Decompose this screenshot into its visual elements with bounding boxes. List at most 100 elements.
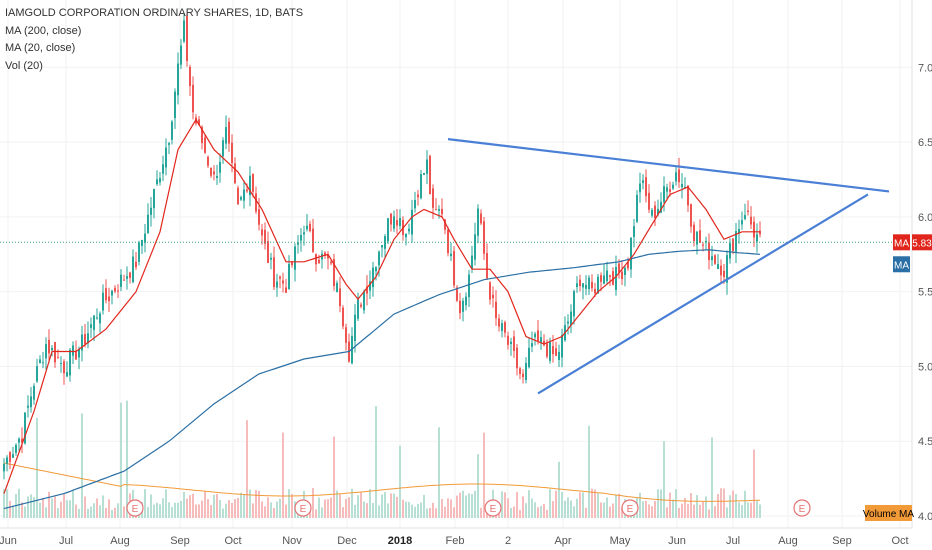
candle-body bbox=[759, 230, 761, 235]
candle-body bbox=[615, 267, 617, 291]
candle-body bbox=[747, 210, 749, 213]
volume-bar bbox=[3, 489, 5, 518]
candle-body bbox=[471, 255, 473, 269]
volume-bar bbox=[30, 494, 32, 518]
volume-bar bbox=[381, 494, 383, 518]
candle-body bbox=[555, 348, 557, 356]
earnings-marker[interactable]: E bbox=[126, 499, 144, 517]
ma200-legend[interactable]: MA (200, close) bbox=[5, 24, 82, 37]
candle-body bbox=[18, 438, 20, 443]
candle-body bbox=[507, 335, 509, 345]
volume-bar bbox=[681, 503, 683, 518]
volume-bar bbox=[123, 506, 125, 518]
volume-bar bbox=[261, 501, 263, 518]
volume-bar bbox=[471, 494, 473, 518]
candle-body bbox=[519, 368, 521, 374]
volume-bar bbox=[225, 503, 227, 518]
candle-body bbox=[312, 228, 314, 252]
volume-bar bbox=[546, 509, 548, 518]
volume-bar bbox=[27, 496, 29, 518]
earnings-marker-circle bbox=[621, 499, 639, 517]
candle-body bbox=[720, 265, 722, 276]
candle-body bbox=[279, 276, 281, 279]
candle-body bbox=[192, 84, 194, 113]
volume-bar bbox=[330, 497, 332, 518]
volume-bar bbox=[39, 502, 41, 518]
candle-body bbox=[333, 258, 335, 287]
volume-bar bbox=[246, 420, 248, 518]
volume-bar bbox=[342, 507, 344, 518]
candle-body bbox=[45, 344, 47, 359]
ma20-legend[interactable]: MA (20, close) bbox=[5, 42, 76, 54]
volume-bar bbox=[717, 494, 719, 518]
x-tick-label: Sep bbox=[170, 535, 190, 547]
candle-body bbox=[468, 274, 470, 298]
candle-body bbox=[240, 197, 242, 200]
candle-body bbox=[684, 186, 686, 188]
volume-bar bbox=[564, 500, 566, 518]
volume-bar bbox=[180, 500, 182, 518]
candle-body bbox=[42, 362, 44, 364]
candle-body bbox=[315, 254, 317, 265]
earnings-marker[interactable]: E bbox=[621, 499, 639, 517]
earnings-marker[interactable]: E bbox=[484, 499, 502, 517]
candle-body bbox=[663, 186, 665, 203]
volume-bar bbox=[690, 493, 692, 518]
volume-bar bbox=[12, 505, 14, 518]
candle-body bbox=[222, 140, 224, 157]
candle-body bbox=[447, 229, 449, 254]
volume-bar bbox=[720, 488, 722, 518]
volume-bar bbox=[672, 499, 674, 518]
candle-body bbox=[456, 287, 458, 301]
candle-body bbox=[756, 234, 758, 242]
candle-body bbox=[258, 209, 260, 225]
candle-body bbox=[96, 317, 98, 319]
volume-bar bbox=[168, 502, 170, 518]
volume-bar bbox=[411, 504, 413, 518]
volume-bar bbox=[363, 501, 365, 518]
volume-bar bbox=[114, 507, 116, 518]
earnings-marker[interactable]: E bbox=[294, 499, 312, 517]
volume-bar bbox=[321, 507, 323, 518]
x-tick-label: Jul bbox=[726, 535, 740, 547]
volume-bar bbox=[639, 492, 641, 518]
volume-bar bbox=[48, 491, 50, 518]
volume-bar bbox=[450, 499, 452, 518]
volume-bar bbox=[684, 498, 686, 518]
candle-body bbox=[681, 184, 683, 188]
volume-bar bbox=[192, 493, 194, 518]
volume-bar bbox=[519, 509, 521, 518]
volume-bar bbox=[468, 493, 470, 518]
volume-bar bbox=[405, 501, 407, 518]
candle-body bbox=[381, 244, 383, 248]
volume-bar bbox=[288, 489, 290, 518]
candle-body bbox=[534, 333, 536, 338]
volume-bar bbox=[738, 502, 740, 518]
y-tick-label: 6.50 bbox=[918, 137, 932, 149]
candle-body bbox=[165, 147, 167, 168]
time-axis[interactable]: Jun Jul Aug Sep Oct Nov Dec 2018 Feb 2 Apr May Jun Ju… bbox=[0, 535, 909, 547]
ma200-line bbox=[3, 249, 761, 510]
candle-body bbox=[636, 195, 638, 222]
candle-body bbox=[498, 318, 500, 327]
volume-bar bbox=[318, 497, 320, 518]
candle-body bbox=[594, 288, 596, 294]
volume-bar bbox=[189, 495, 191, 518]
candle-body bbox=[108, 296, 110, 302]
volume-legend[interactable]: Vol (20) bbox=[5, 59, 43, 72]
earnings-marker[interactable]: E bbox=[793, 499, 811, 517]
candle-body bbox=[90, 324, 92, 328]
volume-bar bbox=[183, 492, 185, 518]
x-tick-label: Dec bbox=[337, 535, 357, 547]
volume-bar bbox=[744, 490, 746, 518]
volume-bar bbox=[597, 493, 599, 518]
candle-body bbox=[300, 234, 302, 241]
candle-body bbox=[426, 159, 428, 174]
price-axis[interactable]: 7.00 6.50 6.00 5.50 5.00 4.50 4.00 bbox=[918, 62, 932, 523]
symbol-title[interactable]: IAMGOLD CORPORATION ORDINARY SHARES, 1D,… bbox=[5, 7, 304, 19]
volume-bar bbox=[657, 489, 659, 518]
candle-body bbox=[27, 405, 29, 408]
